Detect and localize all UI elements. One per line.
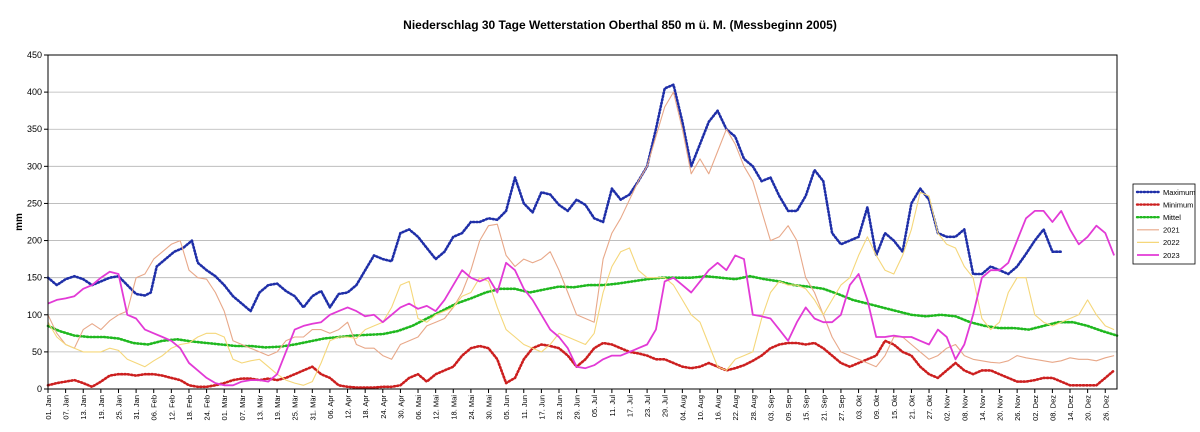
legend-entry: Minimum — [1163, 200, 1193, 209]
x-tick-label: 08. Dez — [1048, 395, 1057, 421]
chart-title: Niederschlag 30 Tage Wetterstation Obert… — [403, 18, 837, 32]
x-tick-label: 24. Mai — [467, 395, 476, 420]
x-tick-label: 15. Sep — [802, 395, 811, 421]
y-tick-label: 300 — [27, 161, 42, 171]
series-line-maximum — [46, 83, 1063, 313]
series-line-mittel — [46, 274, 1119, 349]
x-tick-label: 09. Okt — [872, 394, 881, 419]
x-tick-label: 23. Jun — [555, 395, 564, 420]
x-tick-label: 12. Mai — [432, 395, 441, 420]
x-tick-label: 13. Mär — [255, 395, 264, 421]
x-tick-label: 25. Mär — [291, 395, 300, 421]
y-axis: 0 50 100 150 200 250 300 350 400 450 — [27, 50, 48, 394]
legend-entry: 2021 — [1163, 226, 1180, 235]
x-tick-label: 06. Mai — [414, 395, 423, 420]
x-tick-label: 01. Jan — [44, 395, 53, 420]
x-tick-label: 12. Feb — [167, 395, 176, 420]
x-tick-label: 13. Jan — [79, 395, 88, 420]
x-tick-label: 02. Nov — [943, 395, 952, 421]
x-tick-label: 24. Feb — [203, 395, 212, 420]
x-tick-label: 30. Apr — [396, 395, 405, 419]
x-tick-label: 31. Jan — [132, 395, 141, 420]
series-line-2021 — [47, 91, 1115, 368]
x-tick-label: 20. Nov — [996, 395, 1005, 421]
y-tick-label: 100 — [27, 310, 42, 320]
y-tick-label: 250 — [27, 198, 42, 208]
x-tick-label: 28. Aug — [749, 395, 758, 420]
x-tick-label: 26. Nov — [1013, 395, 1022, 421]
x-tick-label: 19. Jan — [97, 395, 106, 420]
x-tick-label: 03. Sep — [766, 395, 775, 421]
x-tick-label: 29. Jul — [661, 395, 670, 417]
y-tick-label: 350 — [27, 124, 42, 134]
x-tick-label: 08. Nov — [960, 395, 969, 421]
x-tick-label: 27. Okt — [925, 394, 934, 419]
x-tick-label: 22. Aug — [731, 395, 740, 420]
legend: Maximum Minimum Mittel 2021 2022 2023 — [1132, 183, 1196, 265]
series-line-minimum — [46, 339, 1116, 389]
x-tick-label: 21. Okt — [907, 394, 916, 419]
y-tick-label: 200 — [27, 236, 42, 246]
y-tick-label: 400 — [27, 87, 42, 97]
x-tick-label: 18. Feb — [185, 395, 194, 420]
legend-entry: 2022 — [1163, 238, 1180, 247]
x-tick-label: 31. Mär — [308, 395, 317, 421]
x-tick-label: 23. Jul — [643, 395, 652, 417]
x-axis: 01. Jan 07. Jan 13. Jan 19. Jan 25. Jan 31. J… — [44, 389, 1110, 421]
x-tick-label: 17. Jul — [625, 395, 634, 417]
x-tick-label: 09. Sep — [784, 395, 793, 421]
legend-entry: Maximum — [1163, 188, 1196, 197]
x-tick-label: 05. Jul — [590, 395, 599, 417]
x-tick-label: 16. Aug — [714, 395, 723, 420]
x-tick-label: 15. Okt — [890, 394, 899, 419]
series-line-2022 — [47, 191, 1115, 386]
legend-entry: 2023 — [1163, 251, 1180, 260]
x-tick-label: 06. Apr — [326, 395, 335, 419]
x-tick-label: 17. Jun — [537, 395, 546, 420]
x-tick-label: 25. Jan — [114, 395, 123, 420]
x-tick-label: 04. Aug — [678, 395, 687, 420]
x-tick-label: 29. Jun — [573, 395, 582, 420]
x-tick-label: 18. Mai — [449, 395, 458, 420]
legend-entry: Mittel — [1163, 213, 1181, 222]
series-line-2023 — [47, 209, 1115, 387]
y-tick-label: 0 — [37, 384, 42, 394]
x-tick-label: 14. Dez — [1066, 395, 1075, 421]
x-tick-label: 21. Sep — [819, 395, 828, 421]
legend-box — [1132, 183, 1196, 265]
x-tick-label: 02. Dez — [1031, 395, 1040, 421]
series-layer — [46, 83, 1119, 389]
x-tick-label: 30. Mai — [485, 395, 494, 420]
x-tick-label: 26. Dez — [1101, 395, 1110, 421]
x-tick-label: 05. Jun — [502, 395, 511, 420]
x-tick-label: 07. Jan — [62, 395, 71, 420]
x-tick-label: 27. Sep — [837, 395, 846, 421]
x-tick-label: 10. Aug — [696, 395, 705, 420]
y-axis-label: mm — [14, 213, 25, 231]
x-tick-label: 06. Feb — [150, 395, 159, 420]
x-tick-label: 07. Mär — [238, 395, 247, 421]
x-tick-label: 14. Nov — [978, 395, 987, 421]
x-tick-label: 03. Okt — [855, 394, 864, 419]
y-tick-label: 50 — [32, 347, 42, 357]
y-tick-label: 150 — [27, 273, 42, 283]
y-tick-label: 450 — [27, 50, 42, 60]
plot-frame — [47, 54, 1118, 390]
x-tick-label: 18. Apr — [361, 395, 370, 419]
x-tick-label: 11. Jul — [608, 395, 617, 417]
x-tick-label: 20. Dez — [1084, 395, 1093, 421]
grid — [48, 54, 1117, 390]
x-tick-label: 11. Jun — [520, 395, 529, 419]
x-tick-label: 19. Mär — [273, 395, 282, 421]
x-tick-label: 12. Apr — [344, 395, 353, 419]
x-tick-label: 01. Mär — [220, 395, 229, 421]
x-tick-label: 24. Apr — [379, 395, 388, 419]
